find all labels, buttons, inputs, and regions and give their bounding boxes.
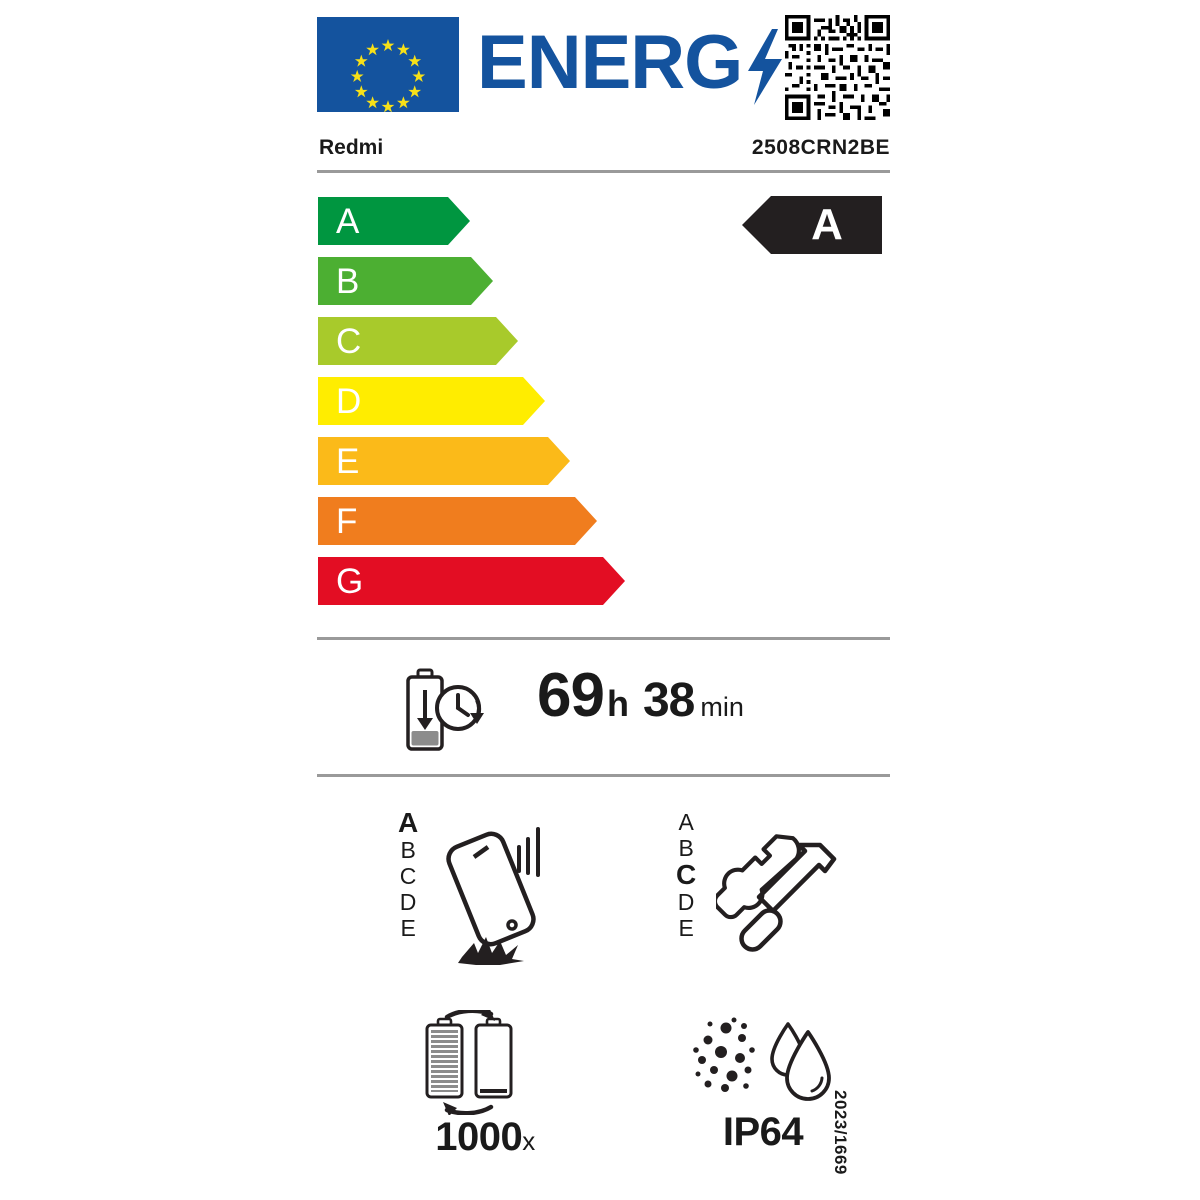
class-ladder-step-D: D (399, 889, 417, 915)
ingress-protection-cell: IP64 (668, 1010, 858, 1160)
model-identifier: 2508CRN2BE (751, 136, 890, 159)
energy-class-bar-B: B (318, 257, 493, 305)
energy-class-bar-C: C (318, 317, 518, 365)
lightning-bolt-icon (742, 29, 786, 105)
header-divider (317, 170, 890, 173)
class-ladder-step-B: B (678, 835, 694, 861)
energy-class-bar-letter: C (336, 321, 362, 361)
battery-life-minutes: 38 (642, 674, 695, 727)
wrench-screwdriver-icon (712, 823, 846, 968)
energy-class-bar-letter: F (336, 501, 358, 541)
energ-wordmark: ENERG (477, 20, 743, 105)
dust-water-droplet-icon (688, 1016, 838, 1116)
class-ladder-step-A: A (398, 807, 419, 838)
class-ladder-step-C: C (399, 863, 417, 889)
supplier-brand: Redmi (319, 136, 384, 159)
european-union-flag-icon (317, 17, 459, 112)
energy-class-bar-F: F (318, 497, 597, 545)
battery-life-section: 69 h 38 min (317, 660, 890, 765)
energy-class-bar-letter: D (336, 381, 362, 421)
class-ladder-step-C: C (676, 859, 697, 890)
caption-value: 1000 (435, 1115, 523, 1159)
battery-section-divider-bottom (317, 774, 890, 777)
caption-value: IP64 (722, 1110, 804, 1154)
battery-section-divider-top (317, 637, 890, 640)
battery-discharge-clock-icon (405, 668, 495, 759)
battery-life-minutes-unit: min (700, 692, 744, 722)
class-ladder-step-D: D (677, 889, 695, 915)
assigned-energy-class-letter: A (811, 200, 843, 249)
battery-cycles-cell: 1000x (390, 1007, 580, 1160)
ingress-protection-caption: IP64 (668, 1110, 858, 1155)
regulation-reference: 2023/1669 (831, 1090, 850, 1175)
energy-class-bar-letter: G (336, 561, 364, 601)
energy-class-bar-D: D (318, 377, 545, 425)
class-ladder-step-A: A (678, 809, 694, 835)
class-ladder-step-B: B (400, 837, 416, 863)
qr-code[interactable] (785, 15, 890, 120)
class-ladder-step-E: E (400, 915, 416, 941)
energy-class-bar-E: E (318, 437, 570, 485)
brand-model-row: Redmi 2508CRN2BE (317, 136, 890, 168)
caption-suffix: x (522, 1126, 535, 1156)
battery-recharge-cycles-icon (414, 1007, 554, 1120)
battery-cycles-caption: 1000x (390, 1115, 580, 1160)
assigned-energy-class-badge: A (742, 196, 882, 254)
battery-life-hours: 69 (537, 661, 605, 730)
energy-class-bar-letter: A (336, 201, 360, 241)
class-ladder-step-E: E (678, 915, 694, 941)
energy-class-bar-letter: B (336, 261, 360, 301)
battery-life-hours-unit: h (606, 683, 629, 724)
energy-class-bar-G: G (318, 557, 625, 605)
battery-life-value: 69 h 38 min (537, 660, 744, 760)
falling-phone-impact-icon (440, 815, 570, 970)
energy-class-bar-A: A (318, 197, 470, 245)
energy-class-bar-letter: E (336, 441, 360, 481)
label-header: ENERG (317, 15, 890, 120)
